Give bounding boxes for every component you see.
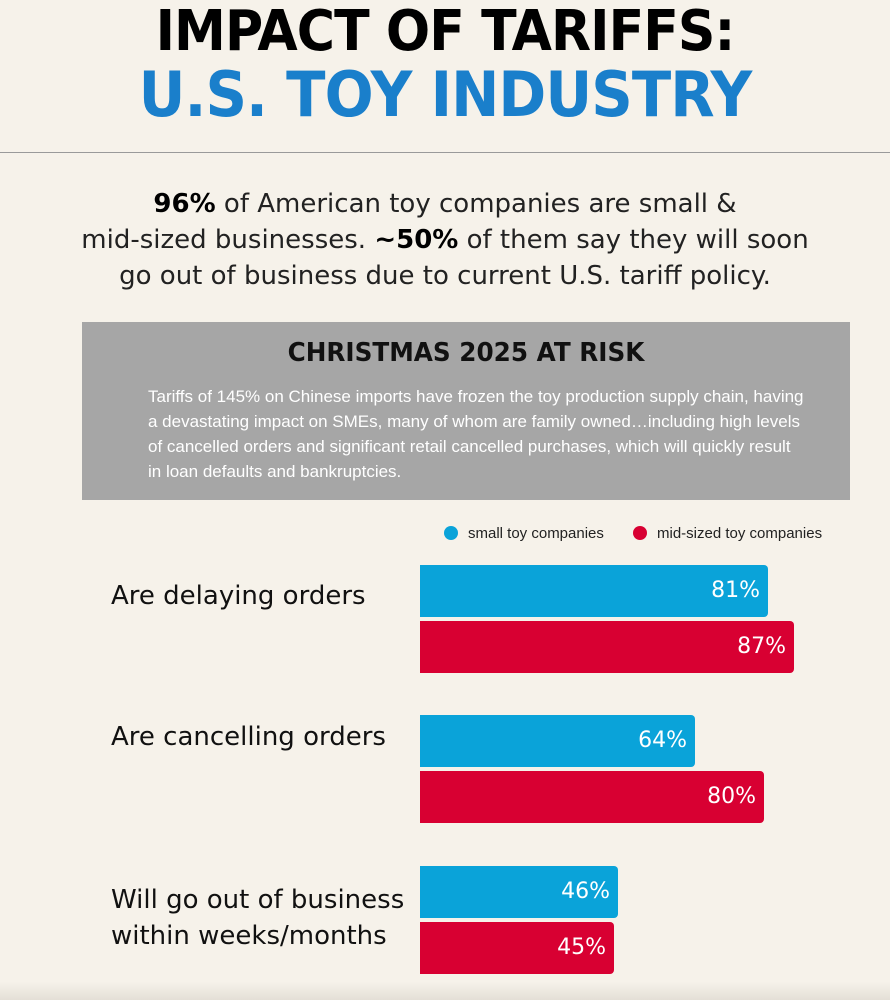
- bar-value-label: 87%: [737, 634, 786, 659]
- intro-text-2: mid-sized businesses.: [81, 225, 375, 255]
- legend-dot: [633, 526, 647, 540]
- bar-mid-sized: [420, 621, 794, 673]
- risk-box-body: Tariffs of 145% on Chinese imports have …: [148, 387, 804, 481]
- legend-item-small: small toy companies: [444, 522, 604, 544]
- bar-value-label: 80%: [707, 784, 756, 809]
- bar-mid-sized: [420, 771, 764, 823]
- legend-label: small toy companies: [468, 524, 604, 542]
- bar-value-label: 46%: [561, 879, 610, 904]
- intro-paragraph: 96% of American toy companies are small …: [60, 186, 830, 294]
- legend-label: mid-sized toy companies: [657, 524, 823, 542]
- category-label: Will go out of business within weeks/mont…: [111, 885, 405, 951]
- category-label: Are delaying orders: [111, 581, 366, 611]
- intro-text-1: of American toy companies are small &: [215, 189, 737, 219]
- risk-box-title: CHRISTMAS 2025 AT RISK: [287, 338, 645, 368]
- bar-value-label: 64%: [638, 728, 687, 753]
- bar-mid-sized: [420, 922, 614, 974]
- intro-text-3: of them say they will soon: [458, 225, 809, 255]
- bar-small: [420, 565, 768, 617]
- title-line-1: IMPACT OF TARIFFS:: [155, 0, 736, 64]
- bar-small: [420, 715, 695, 767]
- intro-text-4: go out of business due to current U.S. t…: [119, 261, 771, 291]
- divider: [0, 152, 890, 153]
- bar-small: [420, 866, 618, 918]
- intro-stat-50: ~50%: [374, 225, 459, 255]
- legend-item-mid-sized: mid-sized toy companies: [633, 522, 822, 544]
- category-label: Are cancelling orders: [111, 722, 386, 752]
- intro-stat-96: 96%: [153, 189, 216, 219]
- legend-dot: [444, 526, 458, 540]
- christmas-risk-box: CHRISTMAS 2025 AT RISK Tariffs of 145% o…: [82, 322, 850, 500]
- bottom-shade: [0, 982, 890, 1000]
- title-line-2: U.S. TOY INDUSTRY: [138, 58, 753, 131]
- bar-value-label: 45%: [557, 935, 606, 960]
- bar-value-label: 81%: [711, 578, 760, 603]
